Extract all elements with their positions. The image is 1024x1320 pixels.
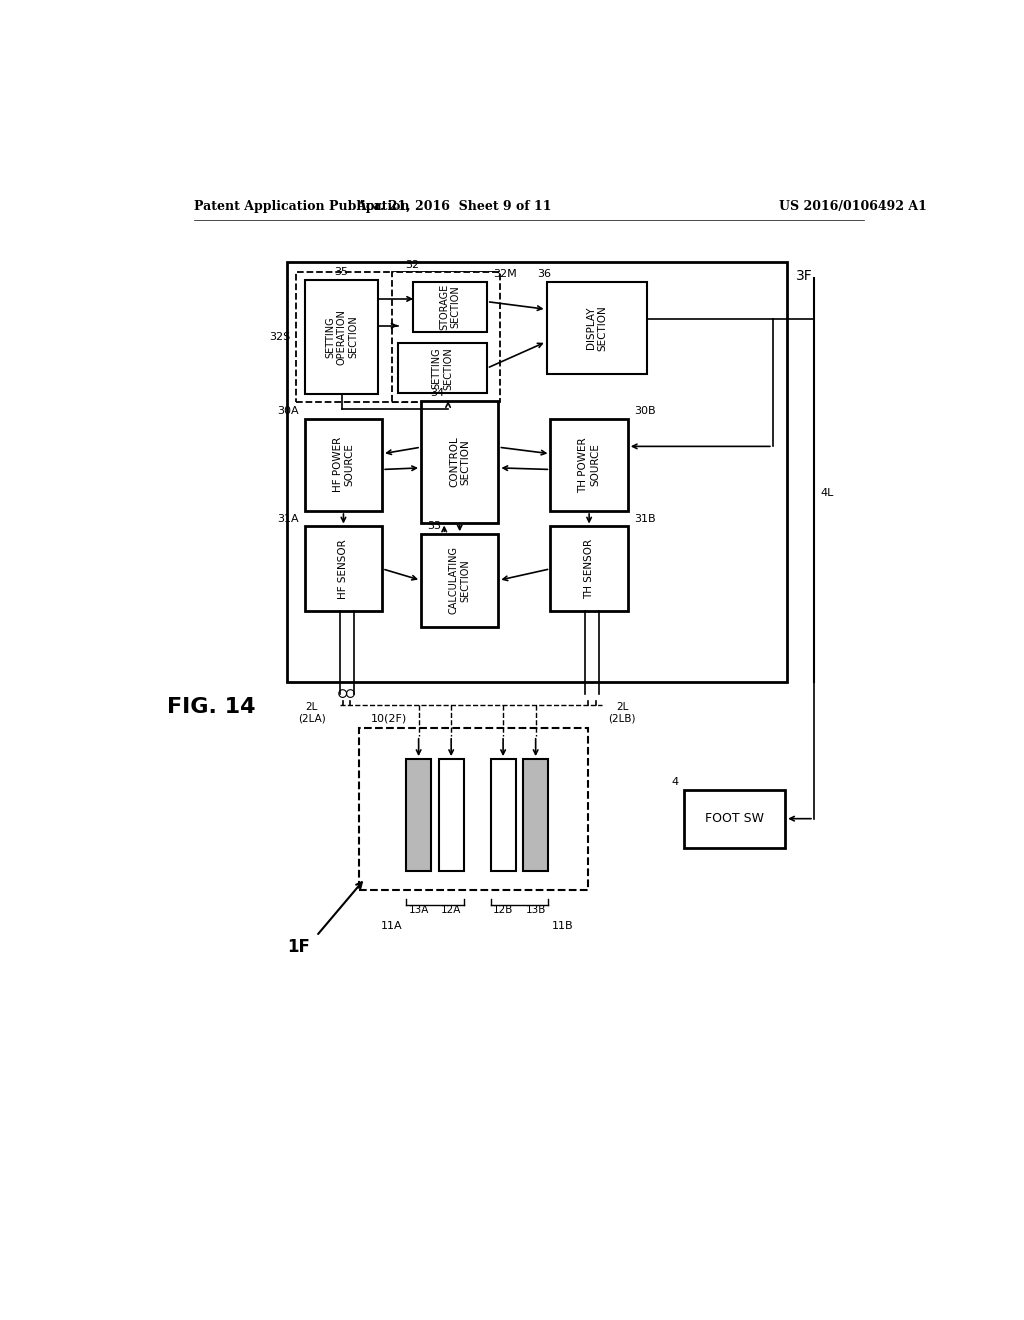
Text: 11A: 11A <box>381 921 402 931</box>
Bar <box>305 280 378 395</box>
Text: FOOT SW: FOOT SW <box>706 812 764 825</box>
Text: 32M: 32M <box>493 269 517 279</box>
Text: TH SENSOR: TH SENSOR <box>584 539 594 599</box>
Text: 12B: 12B <box>493 906 513 915</box>
Text: 34: 34 <box>430 388 444 399</box>
Text: SETTING
SECTION: SETTING SECTION <box>431 347 453 389</box>
Bar <box>421 401 499 523</box>
Text: 31B: 31B <box>634 513 655 524</box>
Text: 32: 32 <box>406 260 420 269</box>
Text: STORAGE
SECTION: STORAGE SECTION <box>439 284 461 330</box>
Text: FIG. 14: FIG. 14 <box>168 697 256 717</box>
Text: 35: 35 <box>335 268 348 277</box>
Text: 31A: 31A <box>276 513 299 524</box>
Text: Patent Application Publication: Patent Application Publication <box>194 199 410 213</box>
Text: 33: 33 <box>427 521 441 532</box>
Bar <box>523 759 548 871</box>
Bar <box>296 272 498 401</box>
Text: 13A: 13A <box>409 906 429 915</box>
Bar <box>391 272 500 401</box>
Bar <box>490 759 515 871</box>
Text: 10(2F): 10(2F) <box>371 714 407 723</box>
Text: HF POWER
SOURCE: HF POWER SOURCE <box>333 437 354 492</box>
Text: 32S: 32S <box>268 333 290 342</box>
Bar <box>550 418 628 511</box>
Text: CALCULATING
SECTION: CALCULATING SECTION <box>449 546 470 614</box>
Bar <box>684 789 785 847</box>
Bar <box>397 343 486 393</box>
Text: 36: 36 <box>538 269 551 279</box>
Bar <box>287 263 786 682</box>
Text: 4L: 4L <box>820 488 834 498</box>
Text: 4: 4 <box>671 777 678 787</box>
Text: CONTROL
SECTION: CONTROL SECTION <box>449 437 470 487</box>
Bar <box>550 527 628 611</box>
Bar <box>305 418 382 511</box>
Text: 30B: 30B <box>634 407 655 416</box>
Bar <box>359 729 588 890</box>
Text: 12A: 12A <box>441 906 462 915</box>
Text: HF SENSOR: HF SENSOR <box>339 539 348 599</box>
Text: 2L
(2LA): 2L (2LA) <box>298 702 326 723</box>
Text: TH POWER
SOURCE: TH POWER SOURCE <box>579 437 600 492</box>
Text: 2L
(2LB): 2L (2LB) <box>608 702 636 723</box>
Text: 13B: 13B <box>525 906 546 915</box>
Bar <box>547 281 647 374</box>
Bar <box>407 759 431 871</box>
Bar <box>414 281 486 331</box>
Text: 11B: 11B <box>552 921 573 931</box>
Text: US 2016/0106492 A1: US 2016/0106492 A1 <box>779 199 927 213</box>
Text: 30A: 30A <box>276 407 299 416</box>
Bar <box>305 527 382 611</box>
Bar <box>421 535 499 627</box>
Bar <box>438 759 464 871</box>
Text: SETTING
OPERATION
SECTION: SETTING OPERATION SECTION <box>325 309 358 364</box>
Text: 3F: 3F <box>796 269 813 284</box>
Text: Apr. 21, 2016  Sheet 9 of 11: Apr. 21, 2016 Sheet 9 of 11 <box>355 199 551 213</box>
Text: DISPLAY
SECTION: DISPLAY SECTION <box>586 305 607 351</box>
Text: 1F: 1F <box>287 937 310 956</box>
